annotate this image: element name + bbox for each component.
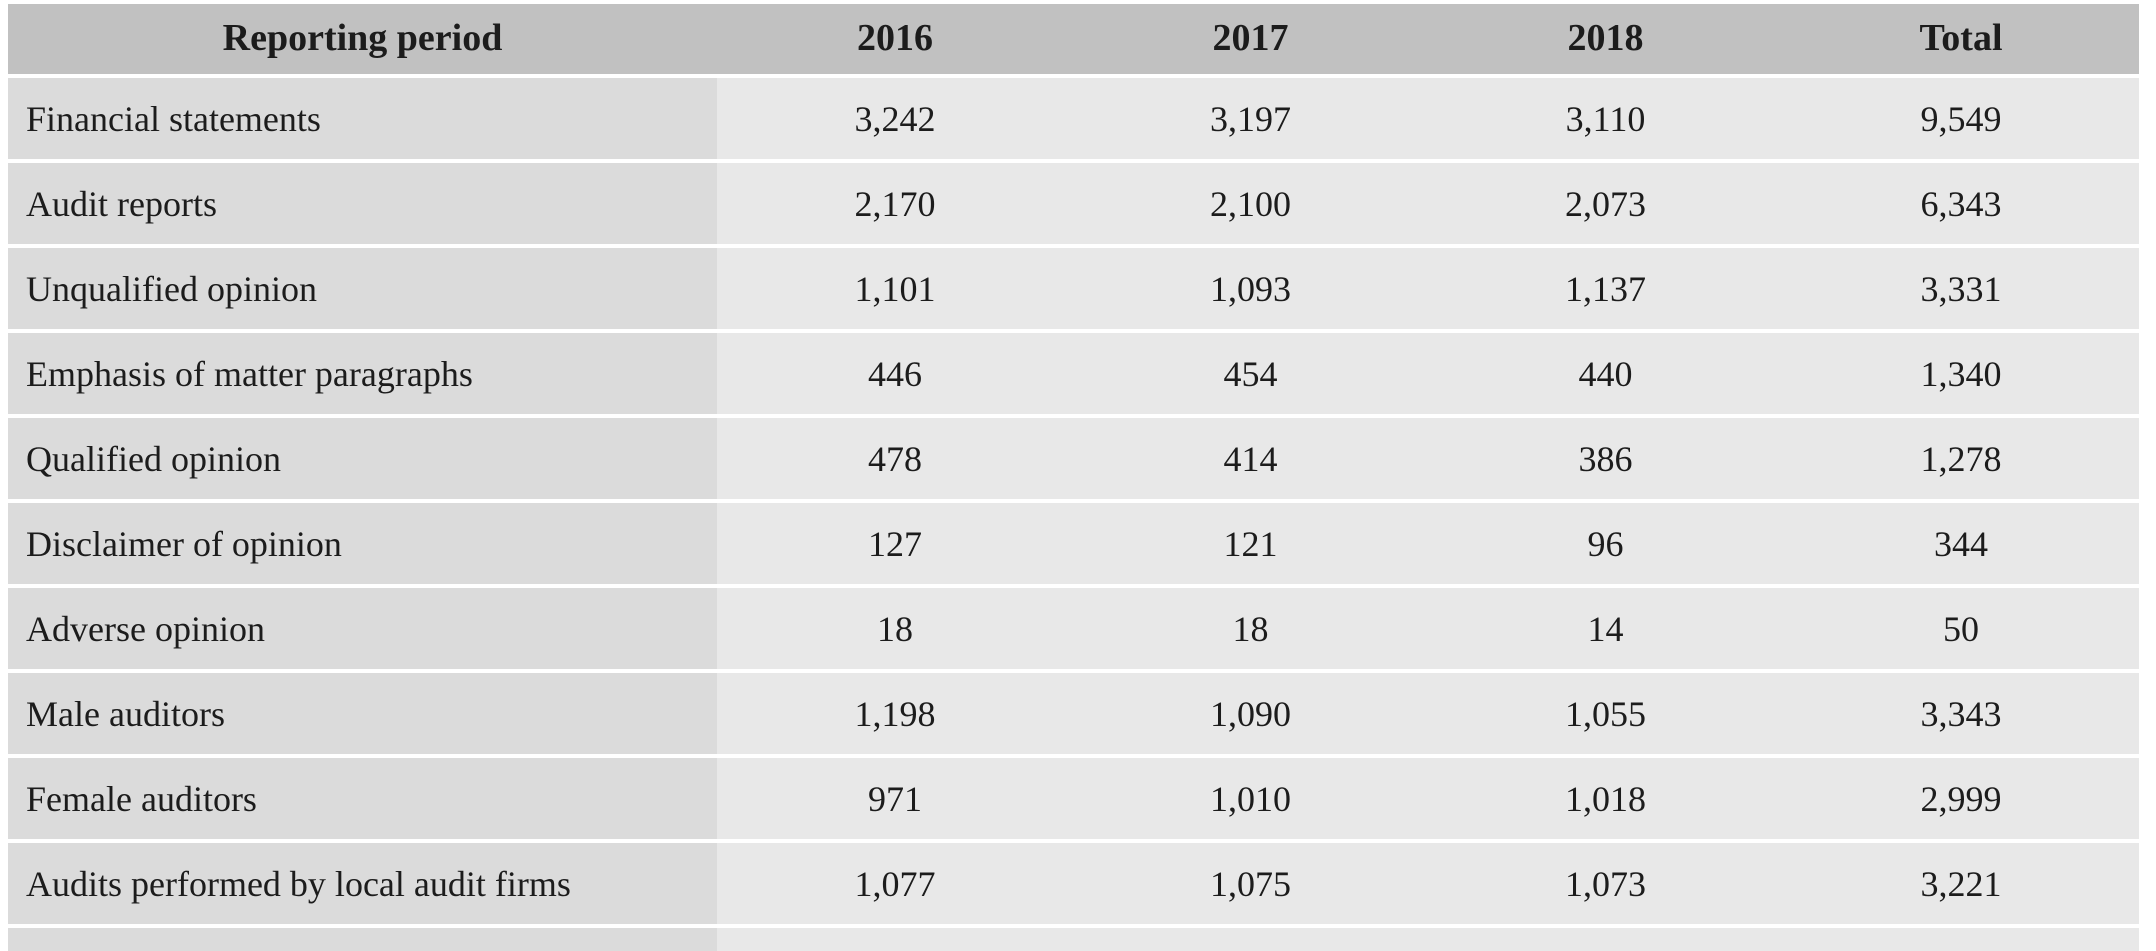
row-value: 3,110 (1428, 74, 1783, 159)
row-value: 654 (1073, 924, 1428, 951)
row-value: 121 (1073, 499, 1428, 584)
row-label: Qualified opinion (8, 414, 717, 499)
header-cell-2018: 2018 (1428, 4, 1783, 74)
row-label: Female auditors (8, 754, 717, 839)
row-value: 1,055 (1428, 669, 1783, 754)
table-row: Qualified opinion 478 414 386 1,278 (8, 414, 2139, 499)
row-value: 1,278 (1783, 414, 2139, 499)
table-row: Female auditors 971 1,010 1,018 2,999 (8, 754, 2139, 839)
table-row: Unqualified opinion 1,101 1,093 1,137 3,331 (8, 244, 2139, 329)
row-value: 440 (1428, 329, 1783, 414)
row-label: Financial statements (8, 74, 717, 159)
table-row: Disclaimer of opinion 127 121 96 344 (8, 499, 2139, 584)
row-value: 1,198 (717, 669, 1073, 754)
row-value: 96 (1428, 499, 1783, 584)
row-label: Audits performed by local audit firms (8, 839, 717, 924)
row-value: 1,073 (1428, 839, 1783, 924)
row-value: 1,077 (717, 839, 1073, 924)
table-header-row: Reporting period 2016 2017 2018 Total (8, 4, 2139, 74)
table-row: Audit reports 2,170 2,100 2,073 6,343 (8, 159, 2139, 244)
row-value: 9,549 (1783, 74, 2139, 159)
row-label: Adverse opinion (8, 584, 717, 669)
row-value: 1,075 (1073, 839, 1428, 924)
table-row: Adverse opinion 18 18 14 50 (8, 584, 2139, 669)
row-value: 1,018 (1428, 754, 1783, 839)
row-label: Male auditors (8, 669, 717, 754)
row-label: Emphasis of matter paragraphs (8, 329, 717, 414)
row-label: Audits performed by international audit … (8, 924, 717, 951)
row-value: 2,073 (1428, 159, 1783, 244)
row-value: 664 (1428, 924, 1783, 951)
row-value: 1,010 (1073, 754, 1428, 839)
table-row: Male auditors 1,198 1,090 1,055 3,343 (8, 669, 2139, 754)
table-row: Audits performed by local audit firms 1,0… (8, 839, 2139, 924)
row-value: 446 (717, 329, 1073, 414)
row-value: 3,242 (717, 74, 1073, 159)
header-cell-2016: 2016 (717, 4, 1073, 74)
row-value: 1,093 (1073, 244, 1428, 329)
table-row: Audits performed by international audit … (8, 924, 2139, 951)
row-value: 3,197 (1073, 74, 1428, 159)
row-value: 127 (717, 499, 1073, 584)
header-cell-total: Total (1783, 4, 2139, 74)
row-value: 414 (1073, 414, 1428, 499)
row-value: 18 (1073, 584, 1428, 669)
row-value: 2,170 (717, 159, 1073, 244)
row-value: 454 (1073, 329, 1428, 414)
table-row: Emphasis of matter paragraphs 446 454 440 1,… (8, 329, 2139, 414)
row-value: 386 (1428, 414, 1783, 499)
row-value: 478 (717, 414, 1073, 499)
table-row: Financial statements 3,242 3,197 3,110 9,549 (8, 74, 2139, 159)
row-value: 1,340 (1783, 329, 2139, 414)
row-value: 708 (717, 924, 1073, 951)
row-value: 50 (1783, 584, 2139, 669)
row-value: 2,100 (1073, 159, 1428, 244)
row-label: Unqualified opinion (8, 244, 717, 329)
row-value: 3,221 (1783, 839, 2139, 924)
row-value: 971 (717, 754, 1073, 839)
row-value: 2,026 (1783, 924, 2139, 951)
row-label: Disclaimer of opinion (8, 499, 717, 584)
header-cell-reporting-period: Reporting period (8, 4, 717, 74)
row-value: 2,999 (1783, 754, 2139, 839)
row-value: 6,343 (1783, 159, 2139, 244)
row-value: 3,343 (1783, 669, 2139, 754)
row-value: 14 (1428, 584, 1783, 669)
row-value: 3,331 (1783, 244, 2139, 329)
row-value: 344 (1783, 499, 2139, 584)
header-cell-2017: 2017 (1073, 4, 1428, 74)
row-value: 1,137 (1428, 244, 1783, 329)
row-value: 1,090 (1073, 669, 1428, 754)
row-value: 1,101 (717, 244, 1073, 329)
reporting-period-table: Reporting period 2016 2017 2018 Total Financ… (8, 4, 2139, 951)
row-label: Audit reports (8, 159, 717, 244)
row-value: 18 (717, 584, 1073, 669)
